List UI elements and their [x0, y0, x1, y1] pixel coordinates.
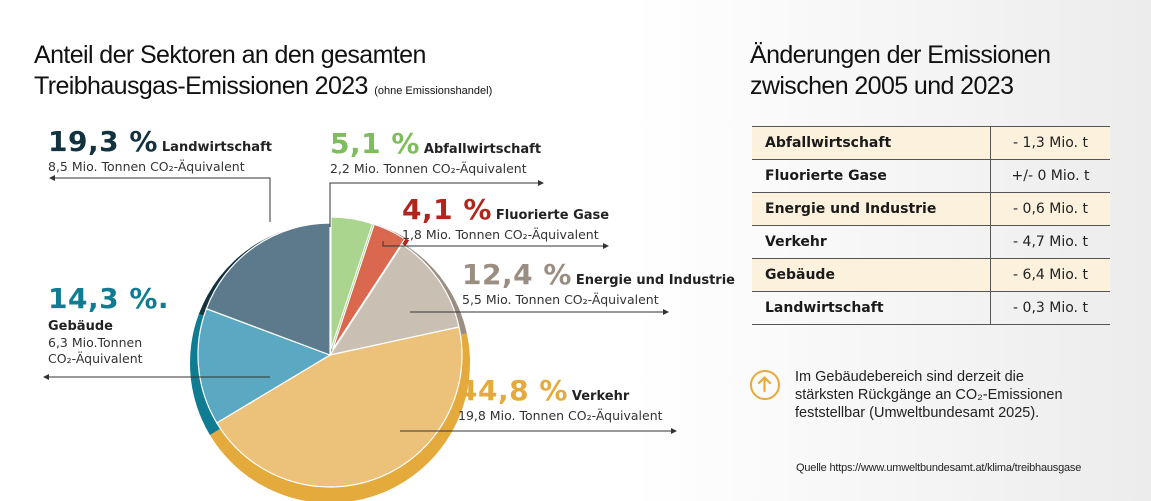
table-cell-change: - 6,4 Mio. t [990, 258, 1110, 292]
table-cell-sector: Verkehr [752, 225, 991, 259]
table-row: Verkehr - 4,7 Mio. t [752, 225, 1110, 259]
name-abfallwirtschaft: Abfallwirtschaft [423, 142, 542, 157]
table-cell-change: - 0,3 Mio. t [990, 291, 1110, 325]
label-landwirtschaft: 19,3 % Landwirtschaft 8,5 Mio. Tonnen CO₂… [48, 125, 272, 174]
detail-gebaeude-1: 6,3 Mio.Tonnen [48, 335, 143, 350]
pct-energie-industrie: 12,4 % [462, 258, 572, 291]
leader-fluorierte-gase [382, 241, 609, 249]
detail-abfallwirtschaft: 2,2 Mio. Tonnen CO₂-Äquivalent [330, 161, 527, 176]
name-gebaeude: Gebäude [48, 319, 113, 334]
name-energie-industrie: Energie und Industrie [575, 273, 735, 288]
label-abfallwirtschaft: 5,1 % Abfallwirtschaft 2,2 Mio. Tonnen CO… [330, 127, 541, 176]
table-row: Fluorierte Gase +/- 0 Mio. t [752, 159, 1110, 193]
detail-gebaeude-2: CO₂-Äquivalent [48, 351, 143, 366]
pct-verkehr: 44,8 % [458, 374, 568, 407]
pie-slice-fluorierte-gase [332, 223, 406, 350]
detail-landwirtschaft: 8,5 Mio. Tonnen CO₂-Äquivalent [48, 159, 245, 174]
pct-abfallwirtschaft: 5,1 % [330, 127, 420, 160]
source-text: Quelle https://www.umweltbundesamt.at/kl… [796, 462, 1082, 474]
table-cell-sector: Gebäude [752, 258, 991, 292]
table-row: Energie und Industrie - 0,6 Mio. t [752, 192, 1110, 226]
table-row: Landwirtschaft - 0,3 Mio. t [752, 291, 1110, 325]
label-verkehr: 44,8 % Verkehr 19,8 Mio. Tonnen CO₂-Äquiv… [458, 374, 663, 423]
table-cell-sector: Fluorierte Gase [752, 159, 991, 193]
pct-gebaeude: 14,3 %. [48, 282, 170, 315]
table-cell-sector: Energie und Industrie [752, 192, 991, 226]
emission-change-table: Abfallwirtschaft - 1,3 Mio. t Fluorierte G… [752, 126, 1110, 325]
table-row: Gebäude - 6,4 Mio. t [752, 258, 1110, 292]
pie-slice-gebäude [197, 307, 332, 424]
title-line-2: Treibhausgas-Emissionen 2023 [34, 72, 368, 100]
name-landwirtschaft: Landwirtschaft [161, 140, 272, 155]
pct-fluorierte-gase: 4,1 % [402, 193, 492, 226]
table-cell-change: - 0,6 Mio. t [990, 192, 1110, 226]
pie-slice-abfallwirtschaft [330, 216, 374, 350]
pie-slice-energie-und-industrie [328, 243, 460, 356]
arrow-up-circle-icon [750, 370, 780, 400]
name-fluorierte-gase: Fluorierte Gase [495, 208, 610, 223]
table-title-line-1: Änderungen der Emissionen [750, 41, 1051, 69]
detail-energie-industrie: 5,5 Mio. Tonnen CO₂-Äquivalent [462, 292, 659, 307]
note-text: Im Gebäudebereich sind derzeit die stärk… [795, 369, 1063, 421]
detail-verkehr: 19,8 Mio. Tonnen CO₂-Äquivalent [458, 408, 663, 423]
name-verkehr: Verkehr [571, 389, 630, 404]
table-title-line-2: zwischen 2005 und 2023 [750, 72, 1014, 100]
title-note: (ohne Emissionshandel) [374, 85, 493, 97]
pie-slice-verkehr [215, 326, 463, 488]
table-cell-change: - 4,7 Mio. t [990, 225, 1110, 259]
table-cell-sector: Landwirtschaft [752, 291, 991, 325]
label-gebaeude: 14,3 %. Gebäude 6,3 Mio.Tonnen CO₂-Äquiv… [48, 282, 169, 366]
chart-title: Anteil der Sektoren an den gesamten Trei… [34, 40, 674, 107]
table-cell-sector: Abfallwirtschaft [752, 126, 991, 160]
pie-slice-landwirtschaft [205, 222, 331, 356]
table-cell-change: - 1,3 Mio. t [990, 126, 1110, 160]
table-title: Änderungen der Emissionen zwischen 2005 … [750, 40, 1130, 102]
pct-landwirtschaft: 19,3 % [48, 125, 158, 158]
table-cell-change: +/- 0 Mio. t [990, 159, 1110, 193]
leader-abfallwirtschaft [329, 180, 544, 227]
table-row: Abfallwirtschaft - 1,3 Mio. t [752, 126, 1110, 160]
label-energie-industrie: 12,4 % Energie und Industrie 5,5 Mio. Ton… [462, 258, 735, 307]
title-line-1: Anteil der Sektoren an den gesamten [34, 41, 426, 69]
detail-fluorierte-gase: 1,8 Mio. Tonnen CO₂-Äquivalent [402, 227, 599, 242]
leader-landwirtschaft [49, 175, 271, 222]
label-fluorierte-gase: 4,1 % Fluorierte Gase 1,8 Mio. Tonnen CO₂… [402, 193, 609, 242]
